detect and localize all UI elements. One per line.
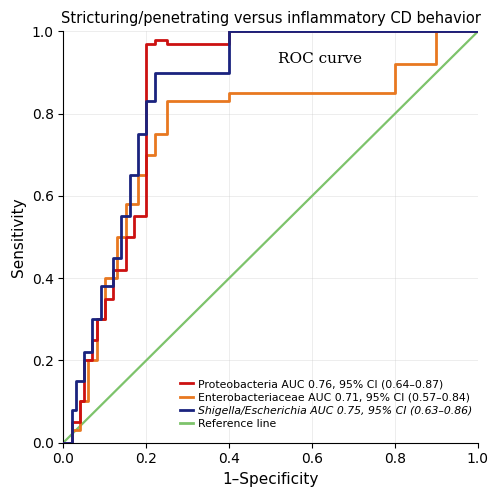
- Text: ROC curve: ROC curve: [278, 52, 362, 66]
- Title: Stricturing/penetrating versus inflammatory CD behavior: Stricturing/penetrating versus inflammat…: [60, 11, 480, 26]
- Y-axis label: Sensitivity: Sensitivity: [11, 197, 26, 277]
- Legend: Proteobacteria AUC 0.76, 95% CI (0.64–0.87), Enterobacteriaceae AUC 0.71, 95% CI: Proteobacteria AUC 0.76, 95% CI (0.64–0.…: [180, 379, 472, 429]
- X-axis label: 1–Specificity: 1–Specificity: [222, 472, 319, 487]
